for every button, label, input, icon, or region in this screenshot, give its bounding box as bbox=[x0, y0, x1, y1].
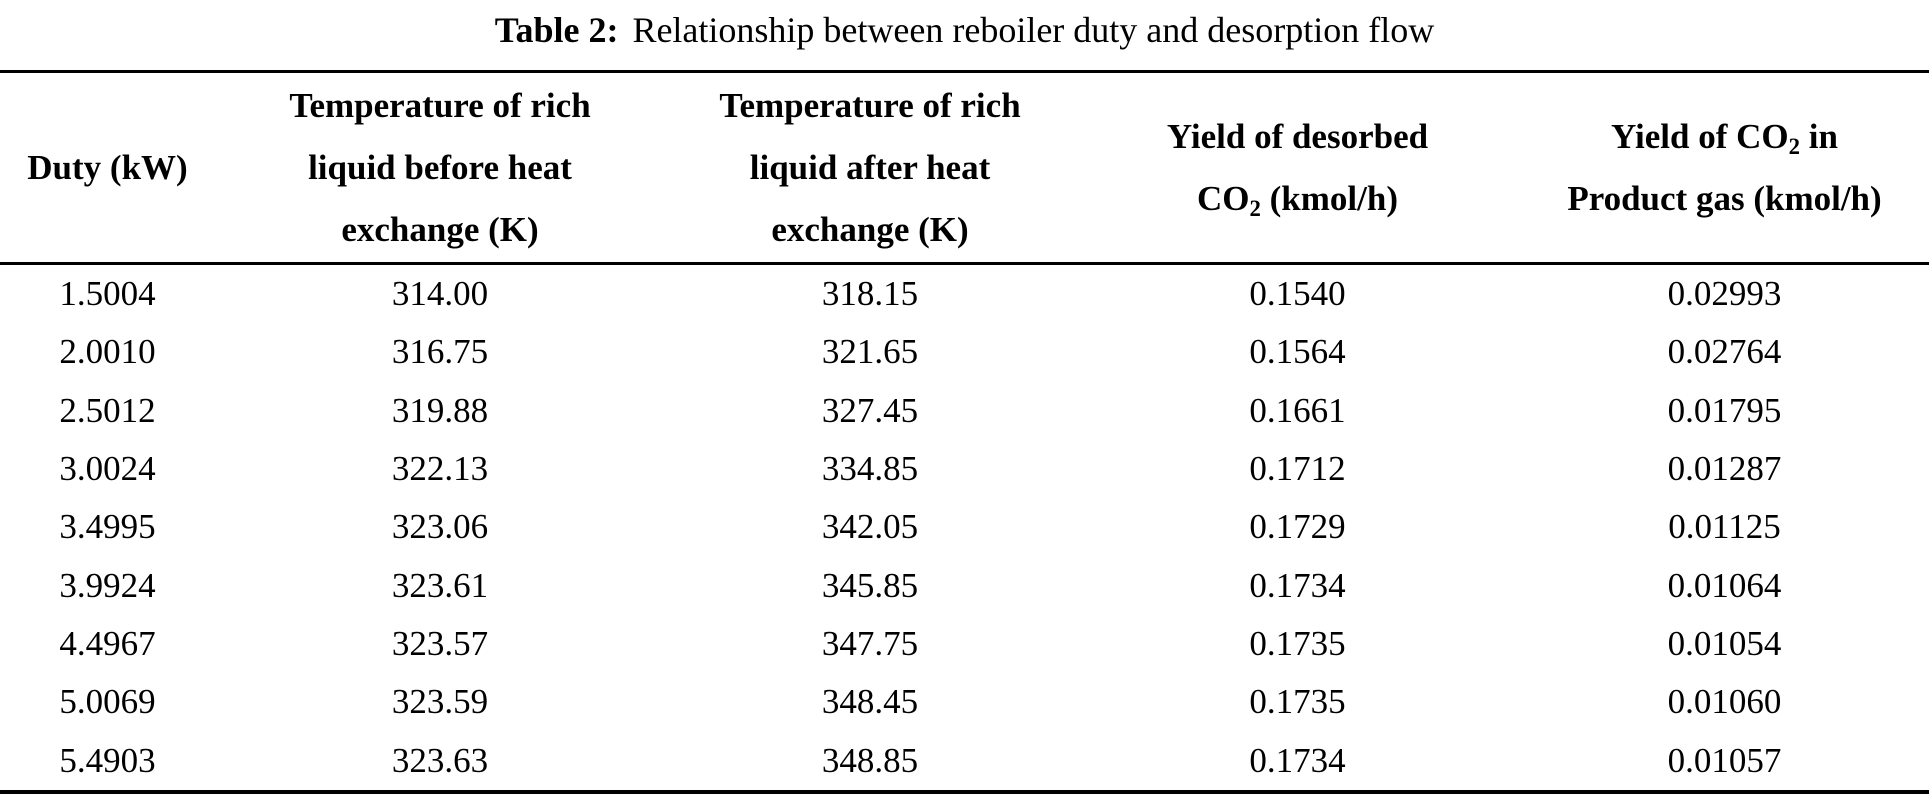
cell-yield-desorbed: 0.1735 bbox=[1249, 682, 1346, 722]
cell-temp-before: 323.57 bbox=[391, 623, 489, 663]
cell-temp-before: 316.75 bbox=[391, 332, 489, 372]
cell-yield-product: 0.02764 bbox=[1667, 332, 1782, 372]
table-caption-label: Table 2: bbox=[494, 10, 619, 50]
header-line: Temperature of rich bbox=[719, 85, 1021, 125]
table-row: 4.4967 323.57 347.75 0.1735 0.01054 bbox=[0, 615, 1929, 673]
cell-temp-before: 323.61 bbox=[391, 565, 489, 605]
cell-temp-after: 348.85 bbox=[821, 740, 919, 780]
cell-yield-desorbed: 0.1734 bbox=[1249, 740, 1346, 780]
cell-temp-before: 323.63 bbox=[391, 740, 489, 780]
cell-yield-desorbed: 0.1729 bbox=[1249, 507, 1346, 547]
cell-temp-after: 321.65 bbox=[821, 332, 919, 372]
cell-yield-product: 0.01064 bbox=[1667, 565, 1782, 605]
table-row: 1.5004 314.00 318.15 0.1540 0.02993 bbox=[0, 265, 1929, 323]
header-line: Temperature of rich bbox=[289, 85, 591, 125]
cell-yield-product: 0.01125 bbox=[1668, 507, 1781, 547]
cell-temp-after: 318.15 bbox=[821, 274, 919, 314]
cell-duty: 4.4967 bbox=[59, 623, 156, 663]
cell-duty: 5.0069 bbox=[59, 682, 156, 722]
header-line: Yield of desorbed bbox=[1166, 116, 1429, 156]
header-line: exchange (K) bbox=[771, 209, 969, 249]
cell-yield-desorbed: 0.1712 bbox=[1249, 449, 1346, 489]
cell-duty: 2.5012 bbox=[59, 390, 156, 430]
cell-yield-product: 0.01057 bbox=[1667, 740, 1782, 780]
cell-temp-after: 327.45 bbox=[821, 390, 919, 430]
cell-yield-product: 0.01287 bbox=[1667, 449, 1782, 489]
cell-duty: 1.5004 bbox=[59, 274, 156, 314]
table-row: 5.4903 323.63 348.85 0.1734 0.01057 bbox=[0, 731, 1929, 789]
table-row: 2.5012 319.88 327.45 0.1661 0.01795 bbox=[0, 382, 1929, 440]
cell-yield-product: 0.01795 bbox=[1667, 390, 1782, 430]
cell-yield-product: 0.02993 bbox=[1667, 274, 1782, 314]
cell-yield-desorbed: 0.1540 bbox=[1249, 274, 1346, 314]
header-yield-desorbed-co2: Yield of desorbed CO2 (kmol/h) bbox=[1075, 106, 1520, 230]
header-line: Yield of CO2 in bbox=[1611, 116, 1838, 159]
cell-temp-after: 348.45 bbox=[821, 682, 919, 722]
cell-duty: 3.4995 bbox=[59, 507, 156, 547]
table-header-rule bbox=[0, 262, 1929, 265]
header-line: Duty (kW) bbox=[27, 147, 188, 187]
header-line: liquid before heat bbox=[308, 147, 572, 187]
cell-duty: 2.0010 bbox=[59, 332, 156, 372]
cell-yield-desorbed: 0.1661 bbox=[1249, 390, 1346, 430]
table-row: 3.9924 323.61 345.85 0.1734 0.01064 bbox=[0, 556, 1929, 614]
cell-temp-before: 319.88 bbox=[391, 390, 489, 430]
table-bottom-rule bbox=[0, 789, 1929, 794]
table-header-row: Duty (kW) Temperature of rich liquid bef… bbox=[0, 73, 1929, 262]
cell-temp-before: 323.59 bbox=[391, 682, 489, 722]
header-line: exchange (K) bbox=[341, 209, 539, 249]
table-row: 3.0024 322.13 334.85 0.1712 0.01287 bbox=[0, 440, 1929, 498]
cell-duty: 3.9924 bbox=[59, 565, 156, 605]
cell-temp-before: 323.06 bbox=[391, 507, 489, 547]
cell-duty: 5.4903 bbox=[59, 740, 156, 780]
cell-yield-desorbed: 0.1564 bbox=[1249, 332, 1346, 372]
table-row: 5.0069 323.59 348.45 0.1735 0.01060 bbox=[0, 673, 1929, 731]
cell-temp-after: 347.75 bbox=[821, 623, 919, 663]
header-line: liquid after heat bbox=[749, 147, 991, 187]
header-line: Product gas (kmol/h) bbox=[1567, 178, 1882, 218]
table-caption-text: Relationship between reboiler duty and d… bbox=[632, 10, 1435, 50]
cell-temp-after: 334.85 bbox=[821, 449, 919, 489]
header-temp-before: Temperature of rich liquid before heat e… bbox=[215, 75, 665, 261]
table-body: 1.5004 314.00 318.15 0.1540 0.02993 2.00… bbox=[0, 265, 1929, 790]
cell-yield-product: 0.01054 bbox=[1667, 623, 1782, 663]
header-temp-after: Temperature of rich liquid after heat ex… bbox=[665, 75, 1075, 261]
cell-yield-desorbed: 0.1734 bbox=[1249, 565, 1346, 605]
cell-temp-before: 314.00 bbox=[391, 274, 489, 314]
table-row: 3.4995 323.06 342.05 0.1729 0.01125 bbox=[0, 498, 1929, 556]
header-duty: Duty (kW) bbox=[0, 137, 215, 199]
cell-temp-after: 342.05 bbox=[821, 507, 919, 547]
table-row: 2.0010 316.75 321.65 0.1564 0.02764 bbox=[0, 323, 1929, 381]
cell-temp-before: 322.13 bbox=[391, 449, 489, 489]
header-line: CO2 (kmol/h) bbox=[1197, 178, 1398, 221]
cell-duty: 3.0024 bbox=[59, 449, 156, 489]
cell-temp-after: 345.85 bbox=[821, 565, 919, 605]
co2-subscript: 2 bbox=[1249, 195, 1261, 221]
header-yield-co2-product-gas: Yield of CO2 in Product gas (kmol/h) bbox=[1520, 106, 1929, 230]
cell-yield-product: 0.01060 bbox=[1667, 682, 1782, 722]
cell-yield-desorbed: 0.1735 bbox=[1249, 623, 1346, 663]
table-caption: Table 2: Relationship between reboiler du… bbox=[0, 0, 1929, 52]
table-top-rule bbox=[0, 70, 1929, 73]
co2-subscript: 2 bbox=[1788, 133, 1800, 159]
